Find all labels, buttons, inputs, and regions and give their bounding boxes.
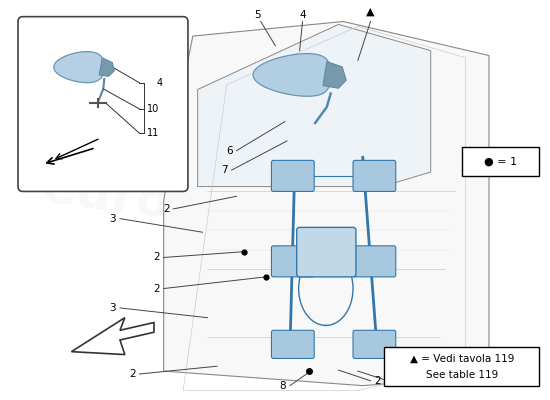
FancyBboxPatch shape	[18, 17, 188, 192]
Polygon shape	[197, 24, 431, 186]
Text: ▲ = Vedi tavola 119: ▲ = Vedi tavola 119	[410, 354, 514, 364]
Text: 9: 9	[434, 379, 441, 389]
Text: eurospares: eurospares	[40, 163, 360, 255]
Text: See table 119: See table 119	[426, 370, 498, 380]
FancyBboxPatch shape	[272, 246, 314, 277]
Bar	[384, 347, 539, 386]
Polygon shape	[54, 52, 104, 83]
Text: 6: 6	[226, 146, 233, 156]
Text: 3: 3	[400, 379, 407, 389]
Text: 2: 2	[153, 252, 160, 262]
Text: 5: 5	[255, 10, 261, 20]
Text: 2: 2	[129, 369, 135, 379]
FancyBboxPatch shape	[272, 330, 314, 358]
Text: 4: 4	[157, 78, 163, 88]
Text: 3: 3	[109, 214, 116, 224]
Text: 10: 10	[147, 104, 160, 114]
Text: 4: 4	[299, 10, 306, 20]
FancyBboxPatch shape	[353, 330, 396, 358]
Text: 7: 7	[221, 165, 228, 175]
FancyBboxPatch shape	[353, 160, 396, 192]
Text: 8: 8	[279, 381, 286, 391]
Text: ● = 1: ● = 1	[484, 156, 517, 166]
Text: 2: 2	[163, 204, 169, 214]
Text: 2: 2	[375, 376, 381, 386]
Polygon shape	[323, 62, 346, 88]
FancyBboxPatch shape	[353, 246, 396, 277]
Text: a passion since 1983: a passion since 1983	[148, 135, 327, 174]
Text: 11: 11	[147, 128, 160, 138]
FancyBboxPatch shape	[296, 227, 356, 277]
FancyBboxPatch shape	[272, 160, 314, 192]
Bar	[462, 147, 539, 176]
Polygon shape	[72, 318, 154, 354]
Polygon shape	[253, 54, 331, 96]
Polygon shape	[99, 58, 114, 76]
Text: ▲: ▲	[366, 7, 375, 17]
Text: 2: 2	[153, 284, 160, 294]
Text: 3: 3	[109, 303, 116, 313]
Polygon shape	[164, 22, 489, 386]
